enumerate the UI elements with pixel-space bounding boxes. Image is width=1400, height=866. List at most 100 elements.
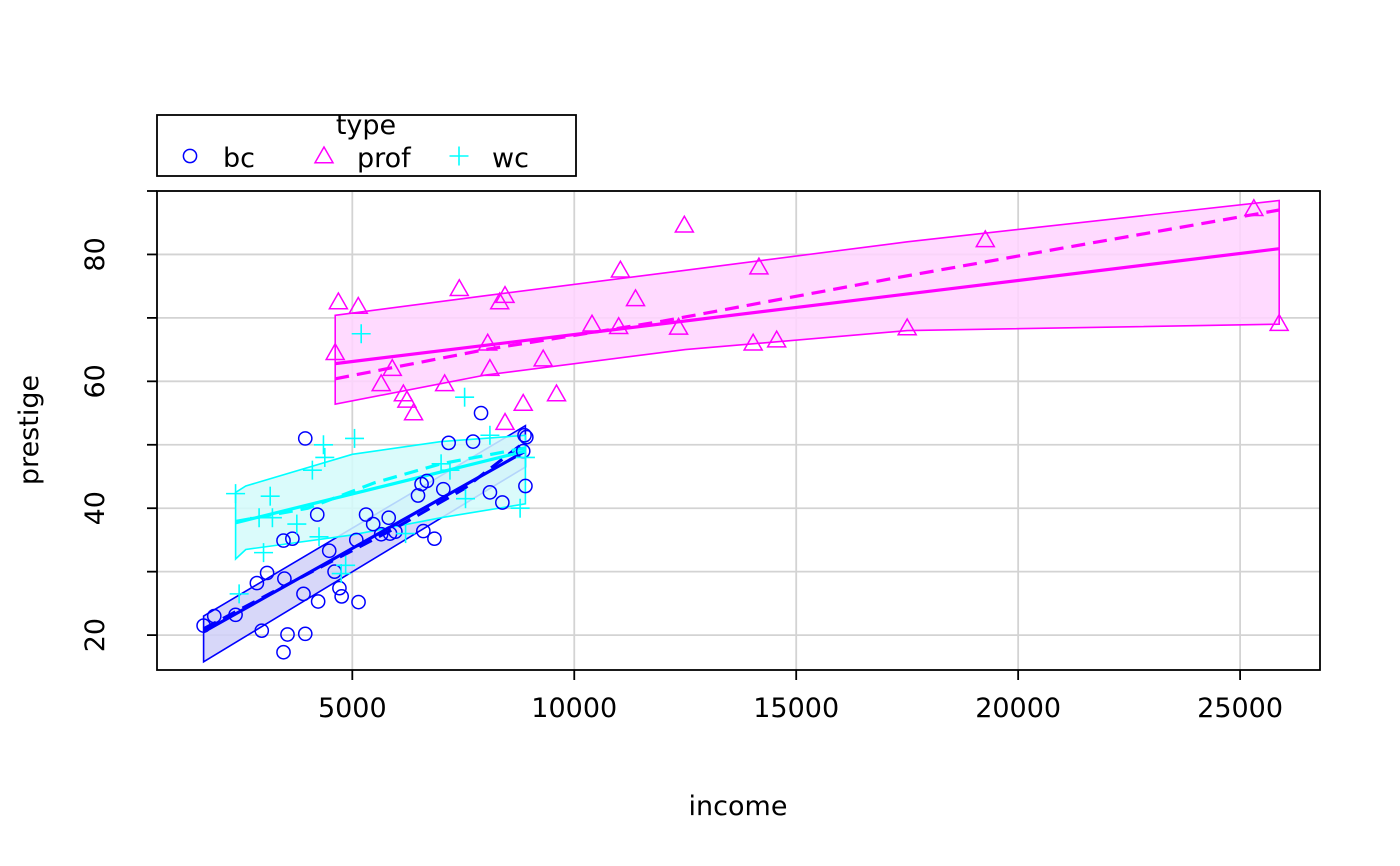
legend-title: type [336,110,396,141]
point-bc [465,434,481,449]
point-prof [1243,198,1265,217]
point-bc [276,533,291,548]
point-wc [456,489,476,509]
legend-key-wc [449,146,469,166]
point-wc [345,428,365,448]
point-bc [259,565,275,581]
legend-label-prof: prof [357,143,412,174]
point-prof [1268,313,1290,332]
x-axis-label: income [689,791,788,822]
point-prof [494,412,516,431]
point-wc [480,425,500,445]
point-prof [434,373,455,392]
point-prof [532,348,554,367]
point-prof [324,342,346,361]
point-prof [489,291,510,310]
point-wc [287,514,307,534]
point-prof [896,317,918,336]
point-prof [610,259,631,278]
fit-lines [202,208,1280,634]
point-bc [277,571,292,586]
point-prof [975,229,996,248]
point-wc [229,584,249,604]
point-prof [581,313,603,332]
point-bc [419,473,435,489]
point-wc [510,498,530,518]
point-bc [365,516,381,532]
y-tick-label: 20 [80,618,111,652]
x-tick-label: 5000 [318,693,387,724]
point-prof [668,316,689,335]
point-prof [494,285,516,304]
smooth-line-bc [202,440,527,631]
point-prof [674,214,695,233]
point-prof [477,332,498,351]
point-wc [254,543,274,563]
point-bc [309,507,325,522]
point-prof [328,291,349,310]
point-wc [515,447,535,467]
point-prof [370,373,392,392]
point-bc [332,580,347,596]
point-prof [512,393,534,412]
plot-frame [156,190,1321,671]
point-bc [415,523,431,539]
point-wc [396,524,416,544]
point-bc [517,427,532,443]
point-bc [297,626,313,642]
point-wc [440,460,460,480]
x-tick-label: 10000 [531,693,617,724]
point-wc [331,564,351,584]
point-prof [748,256,770,275]
legend-box [156,114,577,177]
point-bc [297,431,313,446]
fit-line-bc [202,449,527,634]
smooth-line-wc [235,446,526,524]
point-prof [448,278,470,297]
point-bc [254,623,270,639]
legend-label-bc: bc [223,143,255,174]
point-bc [381,510,397,526]
point-bc [427,531,442,547]
axes: 5000 10000 15000 20000 25000 20 40 60 80 [80,190,1283,724]
point-bc [310,594,326,609]
legend-entries: bc prof wc [182,143,529,174]
point-bc [435,481,451,497]
data-points [196,198,1290,660]
legend-key-prof [313,145,335,164]
point-bc [228,607,243,623]
point-wc [336,555,356,575]
fit-line-prof [335,247,1280,366]
point-bc [276,644,291,660]
point-wc [302,460,322,480]
point-bc [196,618,211,633]
y-tick-label: 80 [80,237,111,271]
x-tick-label: 15000 [753,693,839,724]
point-bc [358,507,374,522]
point-bc [373,526,389,542]
point-bc [334,589,350,604]
point-bc [206,608,222,624]
point-prof [625,288,646,307]
point-prof [546,383,567,402]
fit-line-wc [235,449,526,525]
legend: type bc prof wc [156,110,577,177]
point-wc [351,324,371,344]
point-wc [315,447,335,467]
point-bc [473,405,489,421]
y-tick-label: 60 [80,364,111,398]
legend-label-wc: wc [492,143,529,174]
point-prof [396,389,418,408]
point-wc [309,527,329,547]
point-bc [441,435,456,451]
point-bc [280,627,295,642]
x-tick-label: 25000 [1197,693,1283,724]
y-tick-label: 40 [80,491,111,525]
point-bc [482,485,498,500]
point-wc [313,435,333,455]
point-bc [518,429,534,445]
point-prof [347,295,369,314]
point-bc [494,495,510,510]
point-wc [262,508,282,528]
